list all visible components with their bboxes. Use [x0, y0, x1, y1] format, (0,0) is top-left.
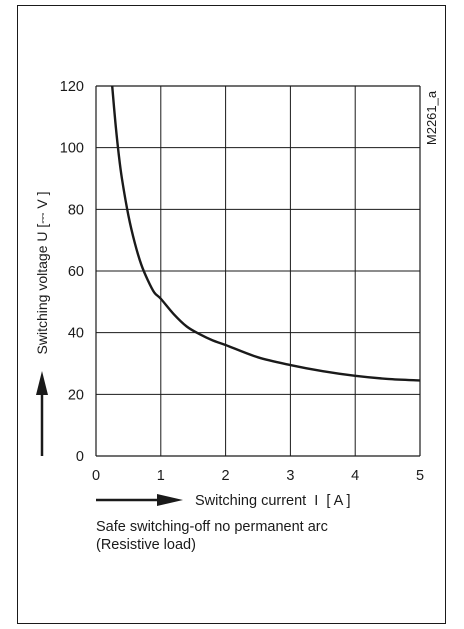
- y-axis-arrow: [36, 371, 48, 456]
- series-line: [111, 85, 421, 382]
- y-axis-label: Switching voltage U [⎓ V ]: [34, 192, 50, 355]
- x-tick-label: 3: [286, 468, 294, 484]
- y-tick-label: 100: [60, 141, 84, 157]
- x-axis-label: Switching current I [ A ]: [195, 493, 351, 509]
- x-tick-label: 5: [416, 468, 424, 484]
- y-tick-label: 20: [68, 387, 84, 403]
- y-tick-label: 0: [76, 449, 84, 465]
- x-tick-label: 4: [351, 468, 359, 484]
- x-tick-label: 2: [222, 468, 230, 484]
- grid: [95, 85, 421, 457]
- y-tick-label: 60: [68, 264, 84, 280]
- y-tick-label: 120: [60, 79, 84, 95]
- figure-frame: [17, 5, 446, 624]
- x-tick-label: 1: [157, 468, 165, 484]
- caption-line-2: (Resistive load): [96, 537, 196, 553]
- caption-line-1: Safe switching-off no permanent arc: [96, 519, 328, 535]
- figure-id: M2261_a: [424, 90, 439, 145]
- y-tick-label: 40: [68, 326, 84, 342]
- tick-labels: 0 1 2 3 4 5 0 20 40 60 80 100 120: [60, 79, 424, 484]
- x-axis-arrow: [96, 494, 183, 506]
- y-tick-label: 80: [68, 202, 84, 218]
- x-tick-label: 0: [92, 468, 100, 484]
